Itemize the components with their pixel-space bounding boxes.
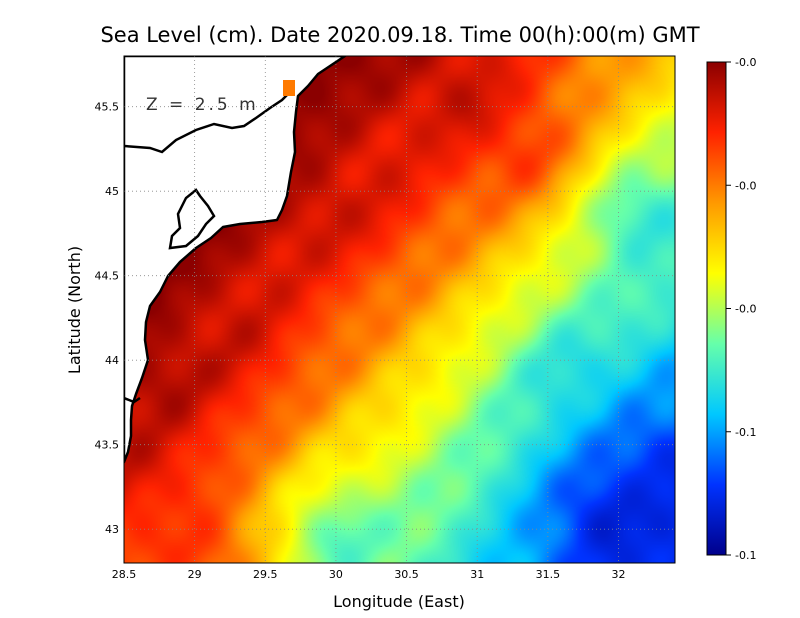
plot-frame: [123, 55, 676, 564]
x-tick-label: 29.5: [253, 568, 278, 581]
x-tick-label: 28.5: [112, 568, 137, 581]
lake-outline: [124, 396, 141, 404]
x-axis-label: Longitude (East): [333, 592, 465, 611]
y-tick-label: 45: [105, 185, 119, 198]
y-axis: 43 43.5 44 44.5 45 45.5: [95, 101, 120, 537]
x-tick-label: 31: [470, 568, 484, 581]
colorbar-bar: [706, 61, 727, 556]
port-marker: [283, 80, 295, 96]
y-tick-label: 45.5: [95, 101, 120, 114]
grid-lines: [124, 56, 675, 563]
lake-outline: [168, 188, 216, 250]
y-tick-label: 43: [105, 523, 119, 536]
plot-area: Z = 2.5 m: [123, 55, 676, 564]
depth-annotation: Z = 2.5 m: [146, 95, 259, 115]
colorbar-tick-label: -0.0: [735, 303, 756, 316]
y-axis-label: Latitude (North): [65, 246, 84, 374]
x-tick-label: 29: [188, 568, 202, 581]
colorbar-ticks: -0.0 -0.0 -0.0 -0.1 -0.1: [726, 56, 756, 562]
y-tick-label: 43.5: [95, 439, 120, 452]
chart-title: Sea Level (cm). Date 2020.09.18. Time 00…: [100, 23, 699, 47]
y-tick-label: 44.5: [95, 270, 120, 283]
x-tick-label: 31.5: [536, 568, 561, 581]
x-tick-label: 32: [611, 568, 625, 581]
colorbar-tick-label: -0.1: [735, 426, 756, 439]
colorbar: -0.0 -0.0 -0.0 -0.1 -0.1: [706, 56, 756, 562]
x-axis: 28.5 29 29.5 30 30.5 31 31.5 32: [112, 568, 626, 581]
colorbar-tick-label: -0.0: [735, 179, 756, 192]
x-tick-label: 30.5: [394, 568, 419, 581]
colorbar-tick-label: -0.1: [735, 549, 756, 562]
colorbar-tick-label: -0.0: [735, 56, 756, 69]
x-tick-label: 30: [329, 568, 343, 581]
y-tick-label: 44: [105, 354, 119, 367]
